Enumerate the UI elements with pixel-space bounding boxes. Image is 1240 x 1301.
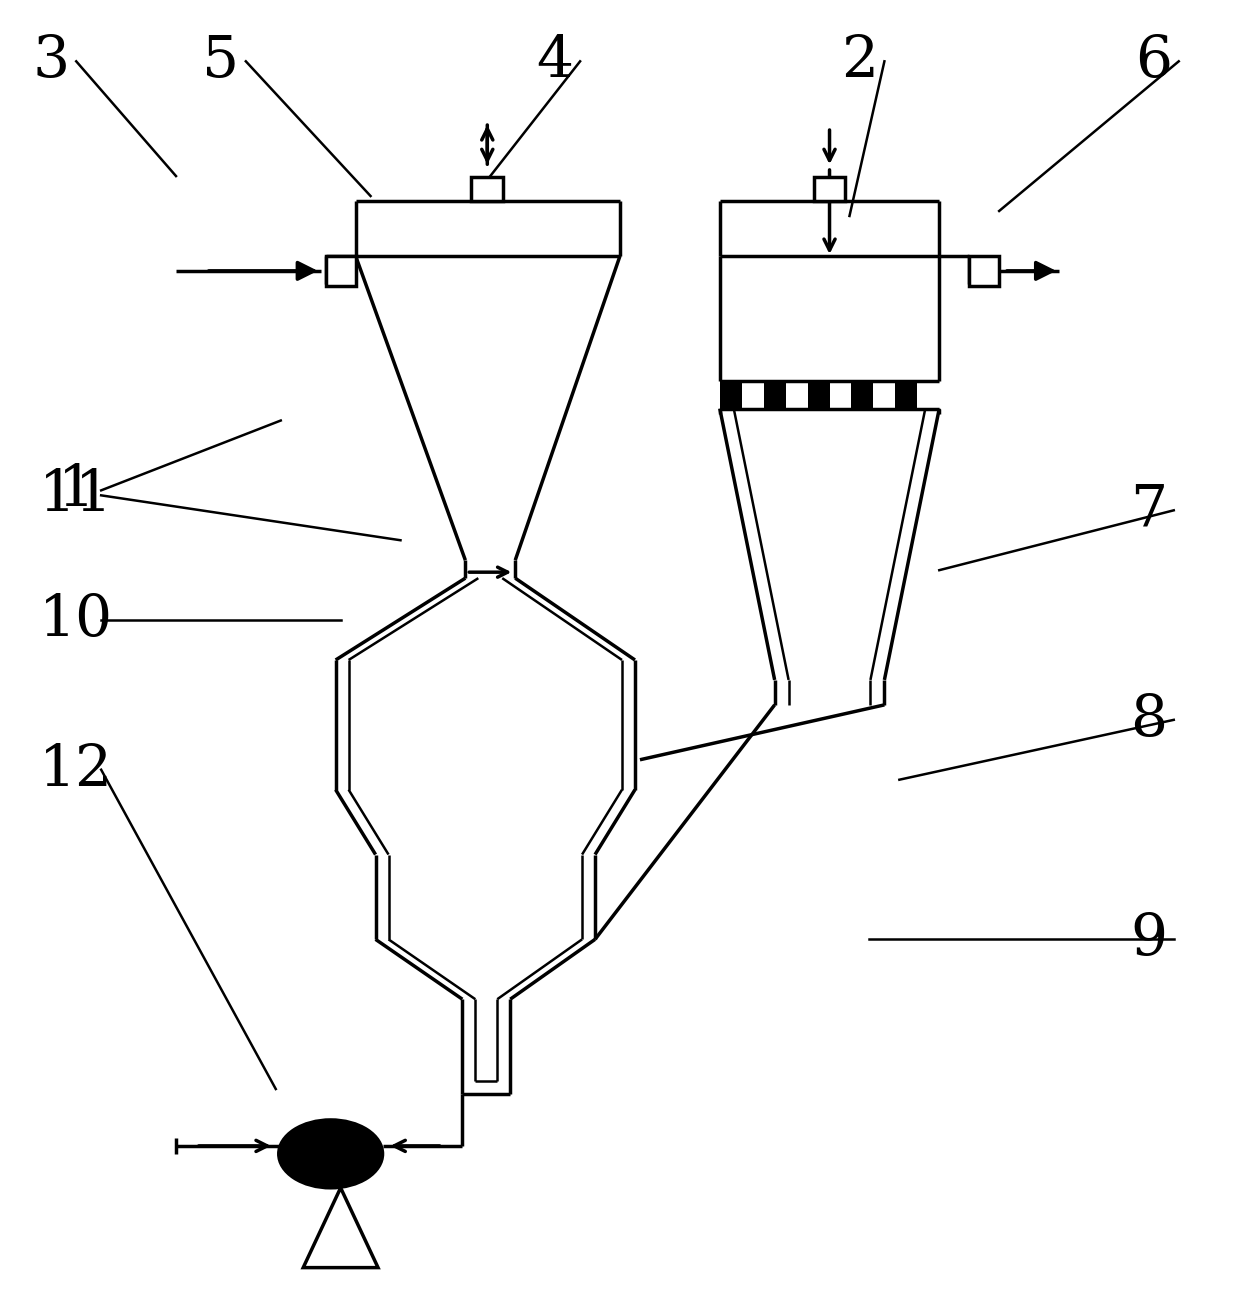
Text: 7: 7 [1130,483,1167,539]
Text: 2: 2 [841,34,878,90]
Text: 8: 8 [1131,692,1167,748]
Bar [807,381,830,409]
Text: 4: 4 [537,34,574,90]
Text: 11: 11 [40,467,113,523]
Text: 12: 12 [40,742,113,798]
Bar [719,381,742,409]
Text: 10: 10 [40,592,113,648]
Bar [895,381,918,409]
Bar [764,381,786,409]
Polygon shape [304,1188,378,1267]
Text: 3: 3 [32,34,69,90]
Text: 9: 9 [1131,912,1167,968]
Bar [471,177,503,202]
Ellipse shape [279,1120,382,1188]
Text: 6: 6 [1136,34,1172,90]
Text: 1: 1 [58,462,94,518]
Text: 5: 5 [202,34,239,90]
Bar [813,177,846,202]
Bar [852,381,873,409]
Bar [970,256,999,286]
Bar [326,256,356,286]
